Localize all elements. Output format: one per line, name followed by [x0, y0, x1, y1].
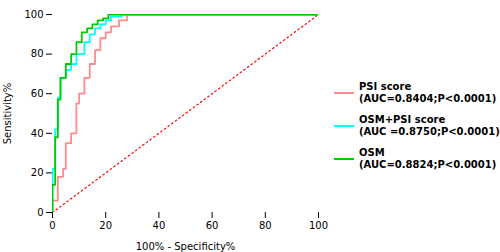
svg-text:40: 40 [31, 128, 44, 139]
svg-text:100: 100 [309, 220, 328, 231]
svg-text:Sensitivity%: Sensitivity% [2, 83, 13, 145]
svg-text:20: 20 [31, 167, 44, 178]
svg-text:0: 0 [37, 207, 43, 218]
svg-text:60: 60 [206, 220, 219, 231]
svg-text:100: 100 [24, 9, 43, 20]
html-text:OSM+PSI score (AUC =0.8750;P<0: OSM+PSI score (AUC =0.8750;P<0.0001) [359, 113, 500, 137]
svg-text:60: 60 [31, 88, 44, 99]
html-text:PSI score (AUC=0.8404;P<0.0001: PSI score (AUC=0.8404;P<0.0001) [359, 80, 497, 104]
svg-text:0: 0 [49, 220, 55, 231]
svg-text:80: 80 [259, 220, 272, 231]
html-text:OSM (AUC=0.8824;P<0.0001): OSM (AUC=0.8824;P<0.0001) [359, 146, 497, 170]
svg-text:40: 40 [153, 220, 166, 231]
svg-text:100% - Specificity%: 100% - Specificity% [136, 241, 236, 252]
svg-text:80: 80 [31, 48, 44, 59]
svg-text:20: 20 [99, 220, 112, 231]
